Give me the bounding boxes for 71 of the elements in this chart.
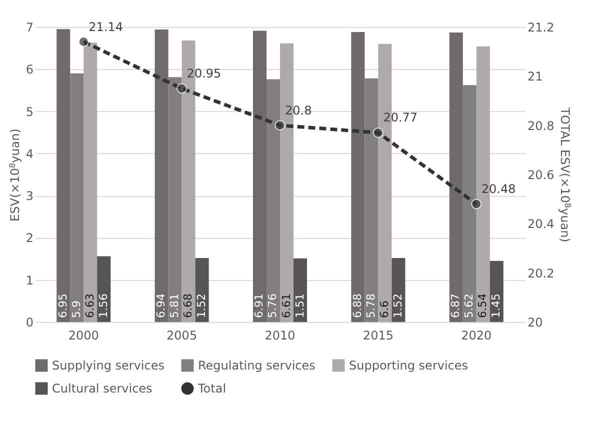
y2-tick-label: 20.2 <box>528 266 554 280</box>
point <box>78 36 89 47</box>
data-label: 6.68 <box>182 294 195 318</box>
data-label: 5.76 <box>266 294 280 318</box>
y-tick-label: 1 <box>26 273 34 288</box>
y2-tick-label: 20.8 <box>528 118 554 133</box>
y-tick-label: 6 <box>26 62 34 77</box>
bar <box>252 30 266 322</box>
point <box>471 198 482 210</box>
data-label: 1.52 <box>391 294 404 318</box>
y2-tick-label: 21 <box>528 70 543 84</box>
bar <box>364 78 378 322</box>
bar <box>56 29 70 322</box>
legend-label: Total <box>197 382 226 396</box>
y-tick-label: 3 <box>26 189 34 204</box>
y2-tick-label: 20 <box>528 316 543 330</box>
point <box>176 83 188 94</box>
x-tick-label: 2015 <box>362 328 394 342</box>
bar <box>84 42 98 322</box>
data-label: 20.77 <box>383 110 418 125</box>
data-label: 1.56 <box>96 294 110 318</box>
data-label: 5.9 <box>70 300 83 318</box>
data-label: 5.81 <box>168 294 182 318</box>
bar <box>449 32 463 322</box>
data-label: 20.95 <box>186 66 222 80</box>
bar <box>97 256 111 322</box>
data-label: 20.48 <box>481 182 516 196</box>
data-label: 1.52 <box>195 294 208 318</box>
x-tick-label: 2020 <box>461 328 492 342</box>
data-label: 1.51 <box>293 294 306 318</box>
legend-label: Cultural services <box>52 382 152 396</box>
bar <box>266 79 280 322</box>
bar <box>462 85 476 322</box>
bar <box>490 260 504 322</box>
y-tick-label: 7 <box>26 20 34 34</box>
y2-tick-label: 21.2 <box>528 20 554 34</box>
bar <box>154 30 168 322</box>
x-tick-label: 2005 <box>166 328 198 342</box>
data-label: 6.87 <box>449 294 462 318</box>
point <box>274 120 286 131</box>
legend-label: Supporting services <box>349 358 468 373</box>
data-label: 6.88 <box>350 294 364 318</box>
data-label: 21.14 <box>88 20 123 34</box>
data-label: 6.63 <box>83 294 96 318</box>
data-label: 20.8 <box>285 103 312 118</box>
data-label: 1.45 <box>490 294 503 318</box>
bar <box>70 73 84 322</box>
y-tick-label: 2 <box>26 231 34 246</box>
bar <box>294 258 308 322</box>
x-tick-label: 2010 <box>264 328 296 342</box>
x-tick-label: 2000 <box>68 328 99 342</box>
bar <box>168 77 182 322</box>
bar <box>351 32 365 322</box>
bar <box>392 258 406 322</box>
y-tick-label: 0 <box>26 316 34 330</box>
data-label: 5.62 <box>462 294 476 318</box>
point <box>372 127 384 138</box>
y-tick-label: 4 <box>26 146 34 161</box>
data-label: 6.61 <box>280 294 293 318</box>
legend-label: Supplying services <box>52 358 164 373</box>
legend-label: Regulating services <box>198 358 316 373</box>
data-label: 6.54 <box>476 294 490 318</box>
bar <box>195 258 209 322</box>
data-label: 6.6 <box>378 300 391 318</box>
y2-tick-label: 20.6 <box>528 168 554 182</box>
y-tick-label: 5 <box>26 104 34 119</box>
data-label: 6.95 <box>56 294 70 318</box>
y2-tick-label: 20.4 <box>528 217 554 232</box>
data-label: 5.78 <box>364 294 378 318</box>
data-label: 6.94 <box>154 294 168 318</box>
data-label: 6.91 <box>252 294 266 318</box>
